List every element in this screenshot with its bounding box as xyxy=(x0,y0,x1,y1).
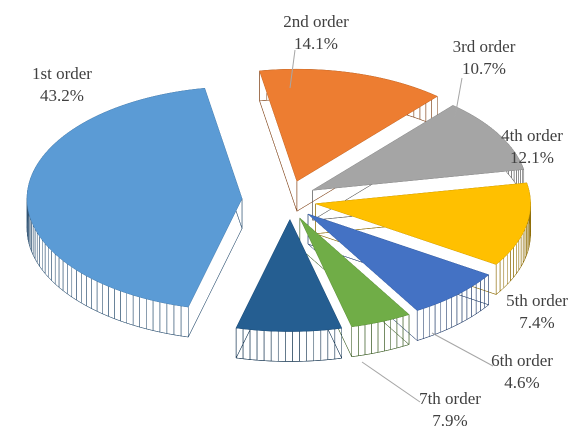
category-label: 6th order xyxy=(491,351,553,370)
value-label: 12.1% xyxy=(510,148,554,167)
category-label: 4th order xyxy=(501,126,563,145)
slice xyxy=(315,182,531,265)
slice-group xyxy=(315,182,531,296)
slice-group xyxy=(26,88,243,338)
slice xyxy=(299,217,410,328)
category-label: 5th order xyxy=(506,291,568,310)
value-label: 14.1% xyxy=(294,34,338,53)
value-label: 43.2% xyxy=(40,86,84,105)
value-label: 7.4% xyxy=(519,313,554,332)
leader-line xyxy=(454,77,463,118)
slice xyxy=(235,218,343,332)
category-label: 7th order xyxy=(419,389,481,408)
slice xyxy=(307,213,490,311)
leader-line xyxy=(361,361,421,403)
value-label: 10.7% xyxy=(462,59,506,78)
category-label: 1st order xyxy=(32,64,92,83)
value-label: 4.6% xyxy=(504,373,539,392)
leader-line xyxy=(431,332,494,367)
slice-group xyxy=(259,68,438,212)
slice xyxy=(312,105,525,191)
leader-line xyxy=(289,49,296,89)
slice xyxy=(259,68,438,182)
category-label: 3rd order xyxy=(453,37,516,56)
slice xyxy=(26,88,243,308)
category-label: 2nd order xyxy=(283,12,349,31)
value-label: 7.9% xyxy=(432,411,467,430)
slice-group xyxy=(235,218,343,362)
